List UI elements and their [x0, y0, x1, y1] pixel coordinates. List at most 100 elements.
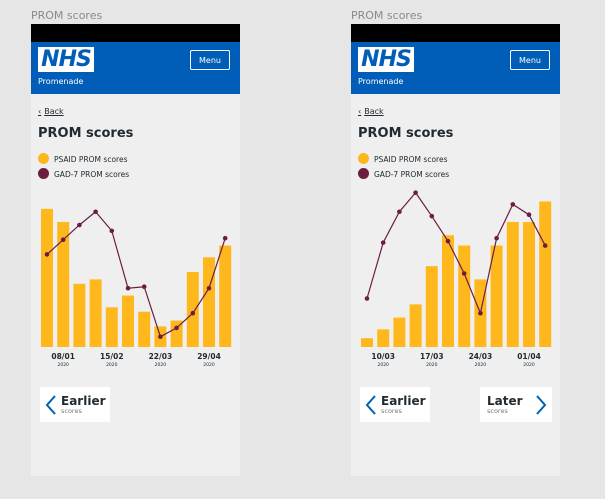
x-tick-sublabel: 2020 [57, 362, 69, 368]
bar [138, 311, 151, 347]
menu-button[interactable]: Menu [510, 50, 550, 70]
point [206, 285, 212, 291]
point [413, 190, 418, 195]
point [141, 284, 147, 290]
page-title: PROM scores [38, 126, 134, 141]
back-link[interactable]: ‹ Back [358, 107, 384, 116]
bar [442, 235, 454, 347]
button-sublabel: scores [487, 406, 508, 415]
bar [377, 329, 390, 347]
chevron [45, 394, 56, 415]
header: NHS Promenade Menu [351, 42, 560, 94]
frame-label: PROM scores [351, 9, 423, 22]
point [125, 285, 131, 291]
back-text: Back [44, 107, 64, 116]
point [174, 325, 179, 331]
x-tick-sublabel: 2020 [106, 362, 118, 368]
bar [409, 304, 422, 347]
status-bar [31, 24, 240, 42]
button-text: Earlier scores [381, 395, 426, 415]
point [158, 334, 163, 340]
point [380, 240, 386, 245]
point [222, 235, 228, 241]
page-title: PROM scores [358, 126, 454, 141]
x-tick-sublabel: 2020 [426, 362, 438, 368]
button-sublabel: scores [61, 406, 82, 415]
point [478, 310, 483, 316]
header: NHS Promenade Menu [31, 42, 240, 94]
bar [57, 222, 70, 347]
bar [425, 266, 438, 347]
nav-button[interactable]: Later scores [480, 387, 552, 422]
button-text: Earlier scores [61, 395, 106, 415]
legend-item: GAD-7 PROM scores [38, 168, 148, 179]
legend-item: PSAID PROM scores [38, 153, 148, 164]
x-tick-sublabel: 2020 [203, 362, 215, 368]
x-tick-label: 08/01 [51, 352, 75, 361]
logo: NHS [358, 47, 414, 72]
line [366, 191, 546, 316]
screen: NHS Promenade Menu ‹ Back PROM scores PSAID PR… [31, 24, 240, 476]
logo: NHS [38, 47, 94, 72]
point [77, 222, 82, 228]
bar [105, 307, 118, 347]
x-tick-label: 10/03 [371, 352, 395, 361]
x-tick-sublabel: 2020 [523, 362, 535, 368]
screen: NHS Promenade Menu ‹ Back PROM scores PSAID PR… [351, 24, 560, 476]
legend-swatch [38, 168, 49, 179]
bar [219, 245, 232, 347]
nav-button[interactable]: Earlier scores [360, 387, 430, 422]
button-label: Earlier [381, 393, 426, 408]
status-bar [351, 24, 560, 42]
bar [539, 201, 552, 347]
x-tick-label: 15/02 [100, 352, 124, 361]
chevron [536, 394, 547, 415]
bar [458, 245, 471, 347]
point [93, 209, 98, 215]
bar [523, 222, 535, 347]
chevron [365, 394, 376, 415]
bar [361, 338, 373, 347]
point [494, 235, 499, 241]
x-tick-label: 24/03 [469, 352, 493, 361]
x-tick-sublabel: 2020 [155, 362, 167, 368]
bar [122, 295, 134, 347]
back-arrow: ‹ [358, 107, 362, 116]
legend-label: PSAID PROM scores [54, 155, 128, 164]
x-tick-label: 01/04 [517, 352, 541, 361]
nav-button[interactable]: Earlier scores [40, 387, 110, 422]
point [397, 209, 402, 215]
bar [490, 245, 503, 347]
bar [89, 279, 102, 347]
point [526, 212, 532, 217]
legend-label: GAD-7 PROM scores [54, 170, 130, 179]
back-arrow: ‹ [38, 107, 42, 116]
button-label: Earlier [61, 393, 106, 408]
point [109, 228, 115, 234]
x-tick-label: 29/04 [197, 352, 221, 361]
point [542, 243, 548, 248]
legend-label: PSAID PROM scores [374, 155, 448, 164]
org-name: Promenade [38, 77, 84, 86]
frame-label: PROM scores [31, 9, 103, 22]
point [44, 252, 50, 257]
back-text: Back [364, 107, 384, 116]
legend-item: PSAID PROM scores [358, 153, 468, 164]
bar [73, 283, 86, 347]
point [510, 202, 516, 207]
menu-button[interactable]: Menu [190, 50, 230, 70]
bar [203, 257, 215, 347]
legend-swatch [358, 153, 369, 164]
point [461, 271, 467, 276]
x-tick-label: 22/03 [149, 352, 173, 361]
back-link[interactable]: ‹ Back [38, 107, 64, 116]
x-tick-sublabel: 2020 [377, 362, 389, 368]
x-tick-label: 17/03 [420, 352, 444, 361]
point [190, 310, 196, 316]
bar [170, 320, 183, 347]
bar [393, 317, 406, 347]
button-text: Later scores [487, 395, 523, 415]
